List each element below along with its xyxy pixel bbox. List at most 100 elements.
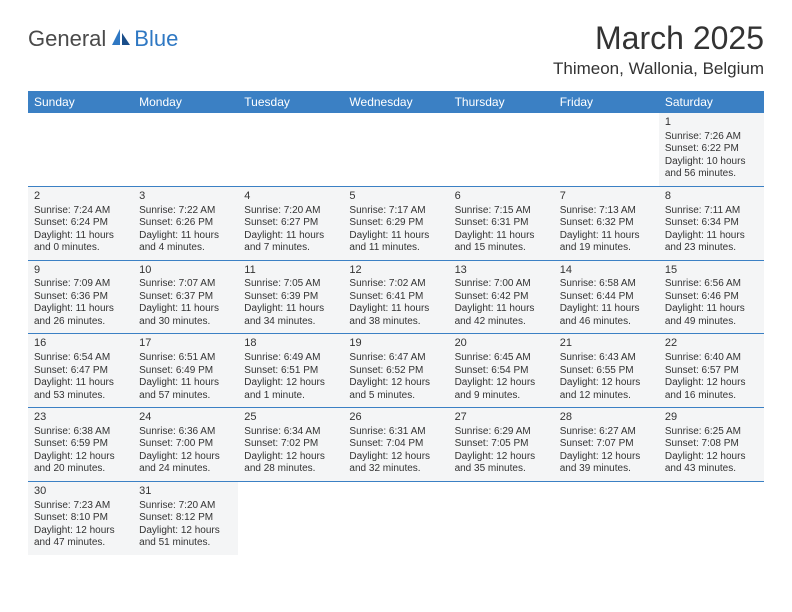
sunset-line: Sunset: 6:52 PM xyxy=(349,365,442,378)
sunset-line: Sunset: 6:39 PM xyxy=(244,291,337,304)
calendar-cell-empty xyxy=(133,113,238,186)
sunset-line: Sunset: 7:02 PM xyxy=(244,438,337,451)
sunrise-line: Sunrise: 7:20 AM xyxy=(139,500,232,513)
logo: General Blue xyxy=(28,26,178,52)
day-number: 3 xyxy=(139,190,232,204)
sunset-line: Sunset: 6:57 PM xyxy=(665,365,758,378)
daylight-line: Daylight: 11 hours and 57 minutes. xyxy=(139,377,232,402)
day-header: Tuesday xyxy=(238,91,343,113)
day-number: 23 xyxy=(34,411,127,425)
daylight-line: Daylight: 11 hours and 19 minutes. xyxy=(560,230,653,255)
sunset-line: Sunset: 6:27 PM xyxy=(244,217,337,230)
daylight-line: Daylight: 11 hours and 49 minutes. xyxy=(665,303,758,328)
day-number: 29 xyxy=(665,411,758,425)
sunset-line: Sunset: 7:08 PM xyxy=(665,438,758,451)
sunset-line: Sunset: 6:51 PM xyxy=(244,365,337,378)
daylight-line: Daylight: 11 hours and 4 minutes. xyxy=(139,230,232,255)
sunrise-line: Sunrise: 7:00 AM xyxy=(455,278,548,291)
calendar-cell: 15Sunrise: 6:56 AMSunset: 6:46 PMDayligh… xyxy=(659,260,764,334)
sunset-line: Sunset: 6:22 PM xyxy=(665,143,758,156)
sunset-line: Sunset: 6:24 PM xyxy=(34,217,127,230)
sunset-line: Sunset: 6:31 PM xyxy=(455,217,548,230)
calendar-row: 23Sunrise: 6:38 AMSunset: 6:59 PMDayligh… xyxy=(28,408,764,482)
daylight-line: Daylight: 11 hours and 7 minutes. xyxy=(244,230,337,255)
calendar-cell: 22Sunrise: 6:40 AMSunset: 6:57 PMDayligh… xyxy=(659,334,764,408)
calendar-cell-empty xyxy=(343,113,448,186)
daylight-line: Daylight: 12 hours and 9 minutes. xyxy=(455,377,548,402)
day-number: 14 xyxy=(560,264,653,278)
sunrise-line: Sunrise: 6:49 AM xyxy=(244,352,337,365)
day-number: 27 xyxy=(455,411,548,425)
daylight-line: Daylight: 11 hours and 46 minutes. xyxy=(560,303,653,328)
sunset-line: Sunset: 6:44 PM xyxy=(560,291,653,304)
sunrise-line: Sunrise: 6:45 AM xyxy=(455,352,548,365)
sunset-line: Sunset: 6:34 PM xyxy=(665,217,758,230)
calendar-cell: 29Sunrise: 6:25 AMSunset: 7:08 PMDayligh… xyxy=(659,408,764,482)
calendar-cell-empty xyxy=(449,481,554,554)
calendar-cell: 30Sunrise: 7:23 AMSunset: 8:10 PMDayligh… xyxy=(28,481,133,554)
daylight-line: Daylight: 12 hours and 43 minutes. xyxy=(665,451,758,476)
day-header: Monday xyxy=(133,91,238,113)
daylight-line: Daylight: 11 hours and 42 minutes. xyxy=(455,303,548,328)
calendar-row: 9Sunrise: 7:09 AMSunset: 6:36 PMDaylight… xyxy=(28,260,764,334)
sunrise-line: Sunrise: 6:40 AM xyxy=(665,352,758,365)
sunrise-line: Sunrise: 6:43 AM xyxy=(560,352,653,365)
day-number: 19 xyxy=(349,337,442,351)
day-number: 11 xyxy=(244,264,337,278)
sunrise-line: Sunrise: 7:23 AM xyxy=(34,500,127,513)
sunrise-line: Sunrise: 7:13 AM xyxy=(560,205,653,218)
calendar-cell: 20Sunrise: 6:45 AMSunset: 6:54 PMDayligh… xyxy=(449,334,554,408)
calendar-cell-empty xyxy=(554,113,659,186)
calendar-cell: 14Sunrise: 6:58 AMSunset: 6:44 PMDayligh… xyxy=(554,260,659,334)
day-number: 8 xyxy=(665,190,758,204)
sunrise-line: Sunrise: 6:58 AM xyxy=(560,278,653,291)
sunrise-line: Sunrise: 7:17 AM xyxy=(349,205,442,218)
day-number: 6 xyxy=(455,190,548,204)
calendar-cell-empty xyxy=(554,481,659,554)
day-number: 10 xyxy=(139,264,232,278)
sunset-line: Sunset: 6:59 PM xyxy=(34,438,127,451)
day-number: 5 xyxy=(349,190,442,204)
day-number: 20 xyxy=(455,337,548,351)
page-header: General Blue March 2025 Thimeon, Walloni… xyxy=(28,20,764,79)
calendar-cell: 12Sunrise: 7:02 AMSunset: 6:41 PMDayligh… xyxy=(343,260,448,334)
sunrise-line: Sunrise: 6:34 AM xyxy=(244,426,337,439)
day-number: 1 xyxy=(665,116,758,130)
calendar-cell: 18Sunrise: 6:49 AMSunset: 6:51 PMDayligh… xyxy=(238,334,343,408)
sunrise-line: Sunrise: 6:56 AM xyxy=(665,278,758,291)
sunset-line: Sunset: 7:07 PM xyxy=(560,438,653,451)
sunset-line: Sunset: 6:37 PM xyxy=(139,291,232,304)
location: Thimeon, Wallonia, Belgium xyxy=(553,59,764,79)
sunrise-line: Sunrise: 6:47 AM xyxy=(349,352,442,365)
sunrise-line: Sunrise: 6:29 AM xyxy=(455,426,548,439)
daylight-line: Daylight: 11 hours and 26 minutes. xyxy=(34,303,127,328)
calendar-row: 16Sunrise: 6:54 AMSunset: 6:47 PMDayligh… xyxy=(28,334,764,408)
daylight-line: Daylight: 12 hours and 24 minutes. xyxy=(139,451,232,476)
daylight-line: Daylight: 12 hours and 1 minute. xyxy=(244,377,337,402)
sunrise-line: Sunrise: 6:25 AM xyxy=(665,426,758,439)
calendar-body: 1Sunrise: 7:26 AMSunset: 6:22 PM Daylight… xyxy=(28,113,764,555)
sunset-line: Sunset: 6:41 PM xyxy=(349,291,442,304)
logo-text-general: General xyxy=(28,26,106,52)
daylight-line: Daylight: 11 hours and 15 minutes. xyxy=(455,230,548,255)
calendar-cell: 8Sunrise: 7:11 AMSunset: 6:34 PMDaylight… xyxy=(659,186,764,260)
calendar-cell: 16Sunrise: 6:54 AMSunset: 6:47 PMDayligh… xyxy=(28,334,133,408)
title-block: March 2025 Thimeon, Wallonia, Belgium xyxy=(553,20,764,79)
day-number: 12 xyxy=(349,264,442,278)
sunset-line: Sunset: 8:10 PM xyxy=(34,512,127,525)
daylight-line: Daylight: 12 hours and 51 minutes. xyxy=(139,525,232,550)
daylight-line: Daylight: 11 hours and 53 minutes. xyxy=(34,377,127,402)
day-number: 16 xyxy=(34,337,127,351)
day-number: 30 xyxy=(34,485,127,499)
day-header: Saturday xyxy=(659,91,764,113)
calendar-cell: 4Sunrise: 7:20 AMSunset: 6:27 PMDaylight… xyxy=(238,186,343,260)
daylight-line: Daylight: 11 hours and 38 minutes. xyxy=(349,303,442,328)
calendar-cell: 23Sunrise: 6:38 AMSunset: 6:59 PMDayligh… xyxy=(28,408,133,482)
calendar-cell: 26Sunrise: 6:31 AMSunset: 7:04 PMDayligh… xyxy=(343,408,448,482)
sunset-line: Sunset: 6:32 PM xyxy=(560,217,653,230)
day-number: 28 xyxy=(560,411,653,425)
calendar-table: SundayMondayTuesdayWednesdayThursdayFrid… xyxy=(28,91,764,555)
sunrise-line: Sunrise: 7:26 AM xyxy=(665,131,758,144)
sunrise-line: Sunrise: 6:31 AM xyxy=(349,426,442,439)
calendar-row: 1Sunrise: 7:26 AMSunset: 6:22 PMDaylight… xyxy=(28,113,764,186)
